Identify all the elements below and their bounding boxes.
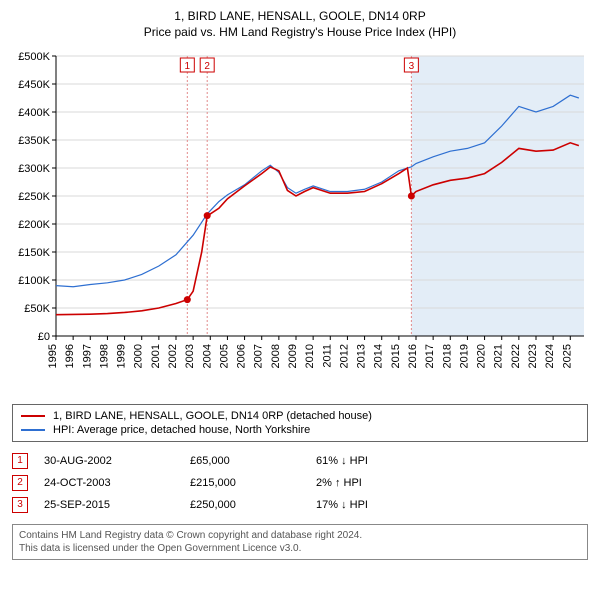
footer-note: Contains HM Land Registry data © Crown c… xyxy=(12,524,588,560)
svg-text:2020: 2020 xyxy=(476,344,488,368)
svg-text:1996: 1996 xyxy=(64,344,76,368)
svg-text:2: 2 xyxy=(204,61,210,72)
legend-label: HPI: Average price, detached house, Nort… xyxy=(53,424,310,436)
svg-text:2011: 2011 xyxy=(321,344,333,368)
svg-text:2019: 2019 xyxy=(458,344,470,368)
svg-text:2009: 2009 xyxy=(287,344,299,368)
svg-text:2005: 2005 xyxy=(218,344,230,368)
svg-text:1999: 1999 xyxy=(116,344,128,368)
svg-text:2025: 2025 xyxy=(561,344,573,368)
event-delta: 17% ↓ HPI xyxy=(316,499,426,511)
svg-text:£400K: £400K xyxy=(18,107,50,119)
event-marker-box: 3 xyxy=(12,497,28,513)
svg-text:2003: 2003 xyxy=(184,344,196,368)
event-price: £65,000 xyxy=(190,455,300,467)
svg-text:£100K: £100K xyxy=(18,275,50,287)
footer-line: This data is licensed under the Open Gov… xyxy=(19,542,581,555)
svg-text:2010: 2010 xyxy=(304,344,316,368)
svg-text:2018: 2018 xyxy=(441,344,453,368)
event-marker-box: 1 xyxy=(12,453,28,469)
svg-text:2007: 2007 xyxy=(253,344,265,368)
svg-text:3: 3 xyxy=(409,61,415,72)
chart-title-line1: 1, BIRD LANE, HENSALL, GOOLE, DN14 0RP xyxy=(10,8,590,24)
event-date: 24-OCT-2003 xyxy=(44,477,174,489)
svg-text:£0: £0 xyxy=(38,331,50,343)
svg-text:£50K: £50K xyxy=(24,303,50,315)
legend-row: 1, BIRD LANE, HENSALL, GOOLE, DN14 0RP (… xyxy=(21,409,579,423)
svg-text:£150K: £150K xyxy=(18,247,50,259)
event-row: 3 25-SEP-2015 £250,000 17% ↓ HPI xyxy=(12,494,588,516)
events-table: 1 30-AUG-2002 £65,000 61% ↓ HPI 2 24-OCT-2003… xyxy=(12,450,588,516)
svg-text:2012: 2012 xyxy=(338,344,350,368)
svg-text:2024: 2024 xyxy=(544,344,556,368)
svg-text:1998: 1998 xyxy=(98,344,110,368)
svg-text:2021: 2021 xyxy=(493,344,505,368)
event-delta: 2% ↑ HPI xyxy=(316,477,426,489)
chart-area: £0 £50K £100K £150K £200K £250K £300K £350K £400… xyxy=(10,50,590,390)
svg-text:2022: 2022 xyxy=(510,344,522,368)
legend-row: HPI: Average price, detached house, Nort… xyxy=(21,423,579,437)
svg-text:2015: 2015 xyxy=(390,344,402,368)
event-row: 2 24-OCT-2003 £215,000 2% ↑ HPI xyxy=(12,472,588,494)
svg-text:£200K: £200K xyxy=(18,219,50,231)
event-delta: 61% ↓ HPI xyxy=(316,455,426,467)
svg-text:£350K: £350K xyxy=(18,135,50,147)
event-row: 1 30-AUG-2002 £65,000 61% ↓ HPI xyxy=(12,450,588,472)
chart-title-line2: Price paid vs. HM Land Registry's House … xyxy=(10,24,590,40)
event-date: 25-SEP-2015 xyxy=(44,499,174,511)
svg-text:£500K: £500K xyxy=(18,51,50,63)
event-price: £215,000 xyxy=(190,477,300,489)
event-price: £250,000 xyxy=(190,499,300,511)
svg-text:2002: 2002 xyxy=(167,344,179,368)
svg-text:2004: 2004 xyxy=(201,344,213,368)
svg-text:2023: 2023 xyxy=(527,344,539,368)
legend-label: 1, BIRD LANE, HENSALL, GOOLE, DN14 0RP (… xyxy=(53,410,372,422)
svg-text:2000: 2000 xyxy=(133,344,145,368)
svg-text:£250K: £250K xyxy=(18,191,50,203)
event-date: 30-AUG-2002 xyxy=(44,455,174,467)
svg-text:2001: 2001 xyxy=(150,344,162,368)
svg-text:2013: 2013 xyxy=(356,344,368,368)
svg-text:1995: 1995 xyxy=(47,344,59,368)
svg-text:£300K: £300K xyxy=(18,163,50,175)
svg-text:2008: 2008 xyxy=(270,344,282,368)
line-chart: £0 £50K £100K £150K £200K £250K £300K £350K £400… xyxy=(10,50,590,390)
legend-swatch xyxy=(21,415,45,417)
svg-text:2017: 2017 xyxy=(424,344,436,368)
footer-line: Contains HM Land Registry data © Crown c… xyxy=(19,529,581,542)
svg-text:2006: 2006 xyxy=(236,344,248,368)
legend-swatch xyxy=(21,429,45,431)
svg-text:1997: 1997 xyxy=(81,344,93,368)
svg-text:2016: 2016 xyxy=(407,344,419,368)
svg-text:£450K: £450K xyxy=(18,79,50,91)
chart-titles: 1, BIRD LANE, HENSALL, GOOLE, DN14 0RP P… xyxy=(10,8,590,40)
svg-text:1: 1 xyxy=(185,61,191,72)
svg-text:2014: 2014 xyxy=(373,344,385,368)
event-marker-box: 2 xyxy=(12,475,28,491)
legend: 1, BIRD LANE, HENSALL, GOOLE, DN14 0RP (… xyxy=(12,404,588,442)
